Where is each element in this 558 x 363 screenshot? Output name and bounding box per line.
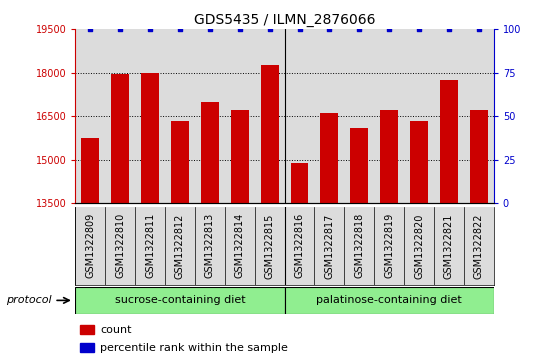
Bar (171, 121, 189, 203)
Bar (291, 163, 309, 203)
Point (474, 26, 483, 32)
Text: sucrose-containing diet: sucrose-containing diet (114, 295, 246, 305)
Point (355, 26, 364, 32)
Bar (111, 74, 129, 203)
Point (385, 26, 394, 32)
Bar (285, 287, 494, 314)
Bar (410, 121, 428, 203)
Text: GSM1322817: GSM1322817 (324, 213, 334, 278)
Point (146, 26, 155, 32)
Point (235, 26, 244, 32)
Text: GSM1322820: GSM1322820 (414, 213, 424, 278)
Point (445, 26, 454, 32)
Point (415, 26, 424, 32)
Text: GSM1322818: GSM1322818 (354, 213, 364, 278)
Bar (231, 110, 249, 203)
Point (265, 26, 274, 32)
Point (205, 26, 214, 32)
Bar (79, 325, 94, 334)
Point (325, 26, 334, 32)
Text: GSM1322809: GSM1322809 (85, 213, 95, 278)
Bar (75, 287, 285, 314)
Text: GSM1322814: GSM1322814 (235, 213, 245, 278)
Point (116, 26, 124, 32)
Text: GSM1322822: GSM1322822 (474, 213, 484, 279)
Bar (201, 102, 219, 203)
Bar (261, 65, 278, 203)
Bar (81, 138, 99, 203)
Text: GSM1322813: GSM1322813 (205, 213, 215, 278)
Text: GSM1322819: GSM1322819 (384, 213, 394, 278)
Point (295, 26, 304, 32)
Text: GSM1322810: GSM1322810 (115, 213, 125, 278)
Text: GSM1322815: GSM1322815 (264, 213, 275, 278)
Point (175, 26, 184, 32)
Point (86, 26, 95, 32)
Text: GSM1322811: GSM1322811 (145, 213, 155, 278)
Bar (350, 128, 368, 203)
Bar (141, 73, 159, 203)
Bar (320, 113, 338, 203)
Text: protocol: protocol (6, 295, 51, 305)
Bar (79, 343, 94, 352)
Text: GSM1322816: GSM1322816 (295, 213, 305, 278)
Bar (470, 110, 488, 203)
Text: palatinose-containing diet: palatinose-containing diet (316, 295, 462, 305)
Text: GSM1322812: GSM1322812 (175, 213, 185, 278)
Text: count: count (100, 325, 132, 335)
Bar (440, 80, 458, 203)
Bar (380, 110, 398, 203)
Title: GDS5435 / ILMN_2876066: GDS5435 / ILMN_2876066 (194, 13, 376, 26)
Text: percentile rank within the sample: percentile rank within the sample (100, 343, 288, 353)
Text: GSM1322821: GSM1322821 (444, 213, 454, 278)
